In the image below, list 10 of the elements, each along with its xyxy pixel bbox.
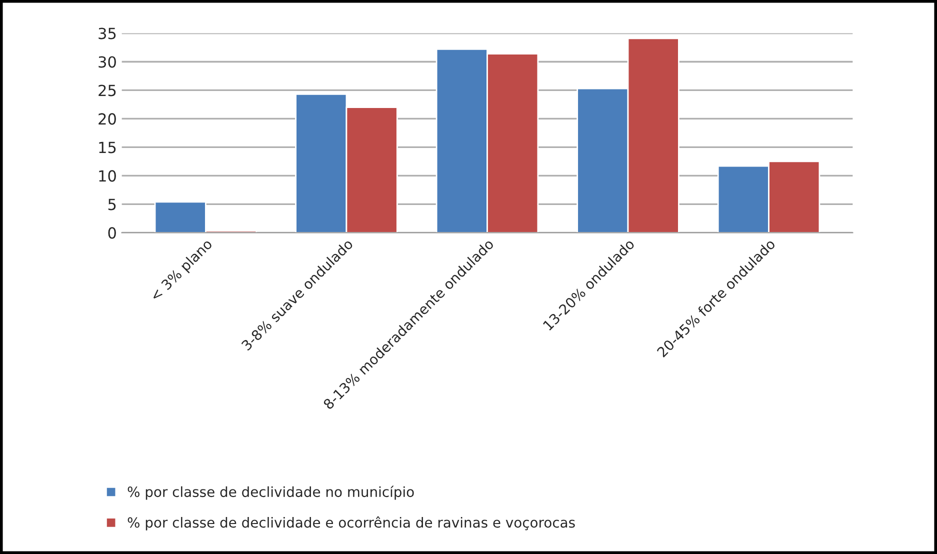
y-tick-label: 30 bbox=[98, 56, 116, 68]
y-tick-label: 0 bbox=[108, 227, 116, 239]
y-tick-label: 20 bbox=[98, 113, 116, 125]
legend-label: % por classe de declividade e ocorrência de ravinas e voçorocas bbox=[128, 516, 575, 530]
y-tick-label: 35 bbox=[98, 28, 116, 40]
y-tick-label: 5 bbox=[108, 198, 116, 210]
legend-label: % por classe de declividade no município bbox=[128, 486, 414, 500]
y-tick-label: 10 bbox=[99, 170, 116, 182]
y-tick-label: 15 bbox=[99, 142, 116, 154]
y-tick-label: 25 bbox=[98, 84, 116, 96]
